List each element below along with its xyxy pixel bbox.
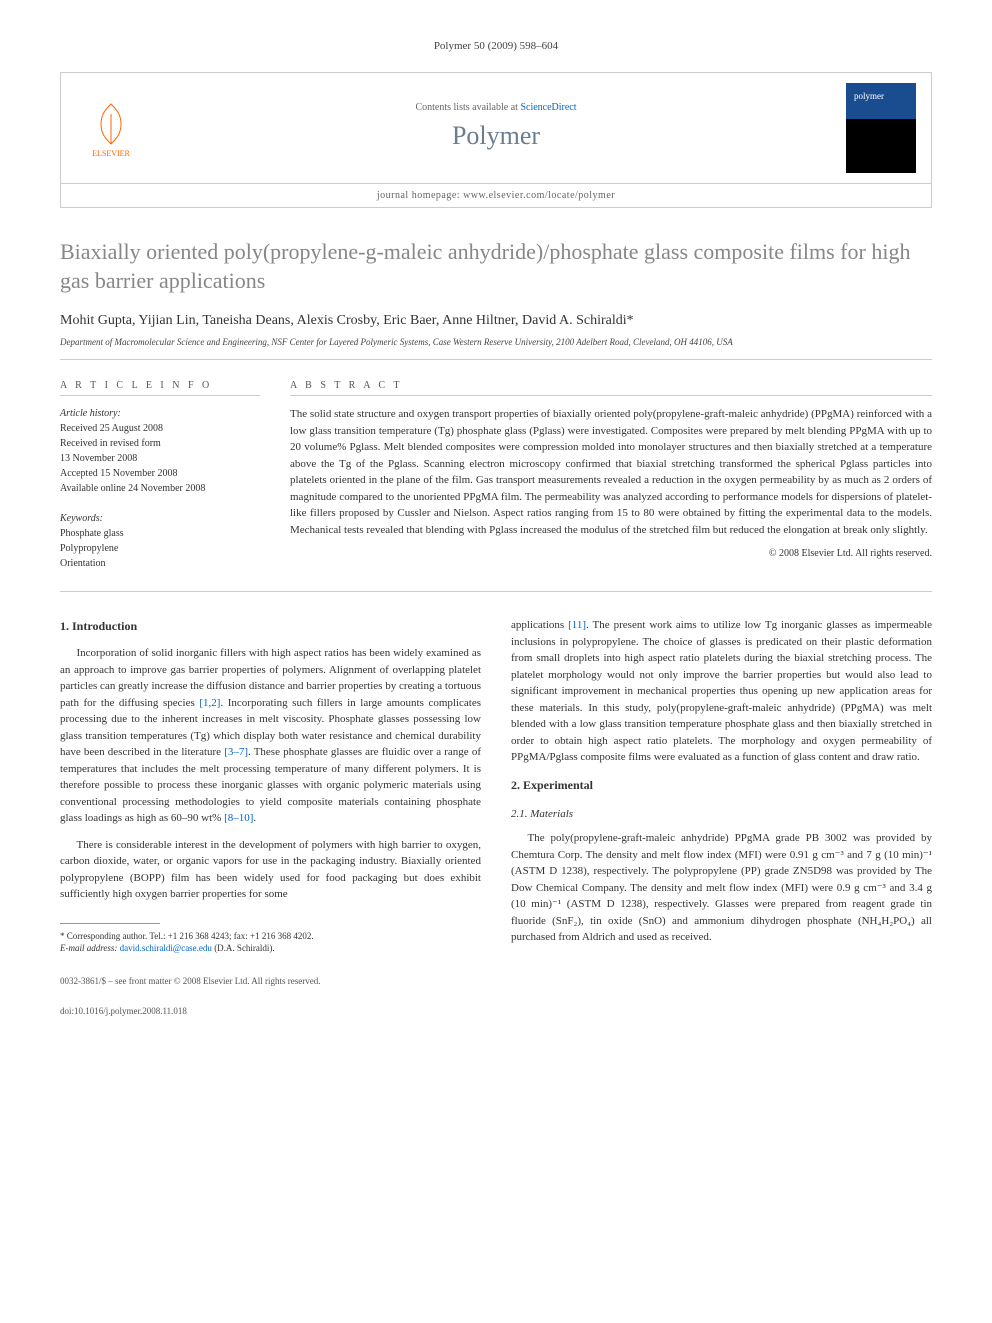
abstract-text: The solid state structure and oxygen tra…: [290, 406, 932, 538]
col2-p1-b: . The present work aims to utilize low T…: [511, 619, 932, 763]
abstract-label: A B S T R A C T: [290, 380, 932, 396]
page-root: Polymer 50 (2009) 598–604 ELSEVIER Conte…: [0, 0, 992, 1056]
info-abstract-row: A R T I C L E I N F O Article history: R…: [60, 380, 932, 592]
keywords-label: Keywords:: [60, 511, 260, 526]
contents-line: Contents lists available at ScienceDirec…: [146, 102, 846, 113]
history-revised: Received in revised form: [60, 436, 260, 451]
contents-prefix: Contents lists available at: [415, 102, 520, 113]
intro-p2: There is considerable interest in the de…: [60, 837, 481, 903]
history-received: Received 25 August 2008: [60, 421, 260, 436]
ref-link-3-7[interactable]: [3–7]: [224, 746, 248, 758]
journal-header-box: ELSEVIER Contents lists available at Sci…: [60, 72, 932, 208]
ref-link-1-2[interactable]: [1,2]: [199, 697, 220, 709]
footnote-block: * Corresponding author. Tel.: +1 216 368…: [60, 930, 481, 955]
homepage-line: journal homepage: www.elsevier.com/locat…: [61, 184, 931, 207]
left-column: 1. Introduction Incorporation of solid i…: [60, 617, 481, 956]
corresponding-author: * Corresponding author. Tel.: +1 216 368…: [60, 930, 481, 943]
intro-p1-d: .: [253, 812, 256, 824]
intro-heading: 1. Introduction: [60, 617, 481, 635]
keywords-block: Keywords: Phosphate glass Polypropylene …: [60, 511, 260, 571]
email-suffix: (D.A. Schiraldi).: [212, 943, 275, 953]
footer-issn: 0032-3861/$ – see front matter © 2008 El…: [60, 976, 932, 986]
email-label: E-mail address:: [60, 943, 120, 953]
elsevier-label: ELSEVIER: [92, 149, 130, 158]
footnote-separator: [60, 923, 160, 924]
history-label: Article history:: [60, 406, 260, 421]
journal-reference: Polymer 50 (2009) 598–604: [60, 40, 932, 52]
header-top-row: ELSEVIER Contents lists available at Sci…: [61, 73, 931, 184]
elsevier-tree-icon: [86, 99, 136, 149]
right-column: applications [11]. The present work aims…: [511, 617, 932, 956]
ref-link-8-10[interactable]: [8–10]: [224, 812, 253, 824]
article-history: Article history: Received 25 August 2008…: [60, 406, 260, 496]
footer-doi: doi:10.1016/j.polymer.2008.11.018: [60, 1006, 932, 1016]
col2-p1-a: applications: [511, 619, 568, 631]
col2-p1: applications [11]. The present work aims…: [511, 617, 932, 766]
header-center: Contents lists available at ScienceDirec…: [146, 102, 846, 155]
sciencedirect-link[interactable]: ScienceDirect: [520, 102, 576, 113]
elsevier-logo: ELSEVIER: [76, 88, 146, 168]
body-two-columns: 1. Introduction Incorporation of solid i…: [60, 617, 932, 956]
keyword-2: Orientation: [60, 556, 260, 571]
keyword-1: Polypropylene: [60, 541, 260, 556]
article-info-label: A R T I C L E I N F O: [60, 380, 260, 396]
homepage-prefix: journal homepage:: [377, 190, 463, 201]
abstract-column: A B S T R A C T The solid state structur…: [290, 380, 932, 571]
email-line: E-mail address: david.schiraldi@case.edu…: [60, 942, 481, 955]
homepage-url[interactable]: www.elsevier.com/locate/polymer: [463, 190, 615, 201]
keyword-0: Phosphate glass: [60, 526, 260, 541]
experimental-heading: 2. Experimental: [511, 776, 932, 794]
history-accepted: Accepted 15 November 2008: [60, 466, 260, 481]
history-revised-date: 13 November 2008: [60, 451, 260, 466]
authors-list: Mohit Gupta, Yijian Lin, Taneisha Deans,…: [60, 313, 932, 329]
materials-heading: 2.1. Materials: [511, 806, 932, 823]
article-info-column: A R T I C L E I N F O Article history: R…: [60, 380, 260, 571]
history-online: Available online 24 November 2008: [60, 481, 260, 496]
intro-p1: Incorporation of solid inorganic fillers…: [60, 645, 481, 827]
journal-cover-thumbnail: [846, 83, 916, 173]
abstract-copyright: © 2008 Elsevier Ltd. All rights reserved…: [290, 548, 932, 559]
article-title: Biaxially oriented poly(propylene-g-male…: [60, 238, 932, 295]
ref-link-11[interactable]: [11]: [568, 619, 586, 631]
affiliation: Department of Macromolecular Science and…: [60, 337, 932, 360]
materials-p: The poly(propylene-graft-maleic anhydrid…: [511, 830, 932, 946]
journal-name: Polymer: [146, 121, 846, 151]
email-link[interactable]: david.schiraldi@case.edu: [120, 943, 212, 953]
